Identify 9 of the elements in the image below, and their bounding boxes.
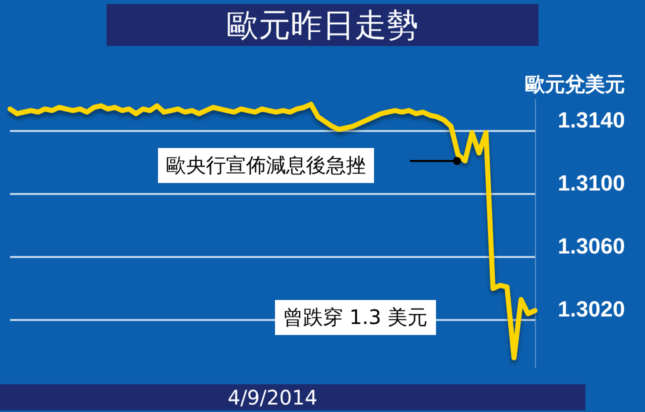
annotation: 曾跌穿 1.3 美元: [275, 300, 436, 335]
y-tick-label: 1.3060: [558, 234, 625, 258]
chart-title: 歐元昨日走勢: [226, 6, 418, 44]
x-axis-title: 4/9/2014: [228, 385, 318, 410]
y-tick-label: 1.3100: [558, 170, 625, 196]
annotation: 歐央行宣佈減息後急挫: [158, 148, 374, 183]
y-tick-label: 1.3140: [558, 108, 625, 132]
y-tick-label: 1.3020: [558, 296, 625, 322]
y-axis-title: 歐元兌美元: [525, 72, 625, 96]
